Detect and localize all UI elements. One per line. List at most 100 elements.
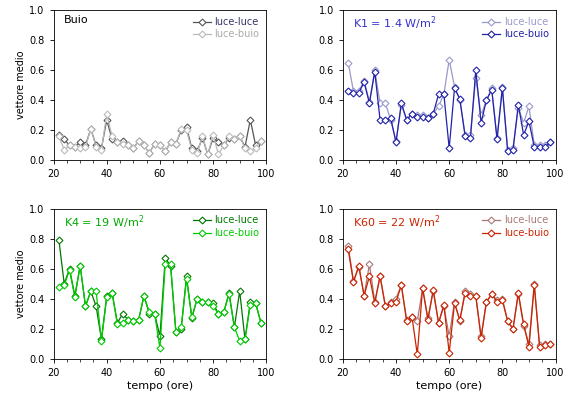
luce-luce bbox=[221, 310, 227, 315]
luce-buio bbox=[520, 322, 527, 327]
luce-buio bbox=[236, 338, 243, 343]
luce-luce bbox=[430, 111, 437, 116]
luce-buio bbox=[146, 150, 153, 155]
luce-buio bbox=[258, 138, 265, 143]
luce-luce bbox=[151, 311, 158, 316]
luce-luce bbox=[103, 117, 110, 122]
luce-luce bbox=[252, 301, 259, 306]
luce-buio bbox=[120, 142, 126, 146]
luce-luce bbox=[387, 117, 394, 122]
luce-luce bbox=[140, 143, 147, 148]
luce-luce bbox=[194, 149, 201, 154]
luce-luce bbox=[236, 134, 243, 139]
luce-buio bbox=[135, 138, 142, 143]
luce-buio bbox=[140, 143, 147, 148]
luce-luce bbox=[456, 319, 463, 324]
luce-luce bbox=[382, 101, 389, 105]
luce-luce bbox=[488, 292, 495, 297]
luce-luce bbox=[419, 286, 426, 291]
luce-buio bbox=[414, 114, 421, 119]
luce-buio bbox=[183, 128, 190, 133]
Text: K4 = 19 W/m$^2$: K4 = 19 W/m$^2$ bbox=[64, 213, 144, 231]
luce-luce bbox=[350, 278, 357, 283]
luce-luce bbox=[499, 84, 506, 89]
luce-luce bbox=[526, 342, 532, 346]
luce-buio bbox=[247, 149, 254, 154]
luce-buio bbox=[173, 330, 179, 334]
luce-luce bbox=[456, 98, 463, 103]
luce-buio bbox=[72, 295, 78, 300]
luce-luce bbox=[526, 104, 532, 109]
Line: luce-luce: luce-luce bbox=[56, 238, 263, 342]
luce-luce bbox=[236, 289, 243, 294]
luce-buio bbox=[462, 134, 469, 139]
luce-buio bbox=[483, 299, 490, 304]
luce-luce bbox=[157, 143, 164, 148]
luce-luce bbox=[488, 86, 495, 91]
luce-buio bbox=[526, 119, 532, 124]
luce-buio bbox=[221, 310, 227, 315]
luce-buio bbox=[345, 89, 351, 94]
luce-buio bbox=[446, 350, 452, 355]
luce-luce bbox=[98, 337, 105, 342]
luce-buio bbox=[435, 92, 442, 97]
luce-buio bbox=[382, 117, 389, 122]
luce-buio bbox=[87, 126, 94, 131]
luce-luce bbox=[103, 294, 110, 298]
luce-buio bbox=[408, 314, 415, 319]
luce-buio bbox=[241, 337, 248, 342]
Text: Buio: Buio bbox=[64, 14, 89, 24]
luce-luce bbox=[125, 143, 131, 148]
luce-buio bbox=[361, 80, 368, 85]
luce-luce bbox=[114, 140, 121, 145]
luce-luce bbox=[483, 98, 490, 103]
luce-buio bbox=[231, 137, 238, 142]
luce-buio bbox=[140, 294, 147, 298]
luce-luce bbox=[361, 78, 368, 83]
luce-luce bbox=[478, 334, 484, 339]
Y-axis label: vettore medio: vettore medio bbox=[16, 51, 27, 119]
luce-luce bbox=[435, 320, 442, 325]
Line: luce-buio: luce-buio bbox=[56, 111, 263, 157]
luce-luce bbox=[241, 144, 248, 149]
luce-luce bbox=[173, 142, 179, 146]
X-axis label: tempo (ore): tempo (ore) bbox=[416, 381, 482, 391]
luce-luce bbox=[92, 304, 99, 309]
luce-buio bbox=[130, 146, 136, 151]
luce-luce bbox=[398, 283, 405, 288]
luce-luce bbox=[226, 290, 232, 295]
luce-buio bbox=[173, 142, 179, 146]
luce-luce bbox=[440, 92, 447, 97]
luce-buio bbox=[408, 111, 415, 116]
luce-buio bbox=[215, 311, 222, 316]
Text: K1 = 1.4 W/m$^2$: K1 = 1.4 W/m$^2$ bbox=[354, 14, 437, 32]
luce-buio bbox=[366, 101, 373, 105]
luce-buio bbox=[55, 284, 62, 289]
luce-luce bbox=[366, 262, 373, 267]
luce-buio bbox=[377, 274, 384, 279]
luce-buio bbox=[430, 287, 437, 292]
luce-buio bbox=[204, 299, 211, 304]
luce-buio bbox=[440, 302, 447, 307]
luce-buio bbox=[510, 326, 517, 331]
luce-buio bbox=[398, 101, 405, 105]
luce-buio bbox=[61, 283, 68, 288]
luce-luce bbox=[194, 296, 201, 301]
luce-buio bbox=[167, 262, 174, 267]
luce-luce bbox=[478, 113, 484, 118]
luce-luce bbox=[146, 311, 153, 316]
Line: luce-buio: luce-buio bbox=[346, 68, 553, 154]
luce-buio bbox=[167, 140, 174, 145]
luce-luce bbox=[531, 282, 537, 286]
luce-buio bbox=[435, 320, 442, 325]
luce-luce bbox=[178, 326, 184, 331]
luce-luce bbox=[467, 292, 474, 297]
luce-luce bbox=[462, 289, 469, 294]
luce-luce bbox=[403, 318, 410, 322]
luce-buio bbox=[419, 114, 426, 119]
luce-buio bbox=[103, 295, 110, 300]
luce-buio bbox=[221, 143, 227, 148]
luce-buio bbox=[146, 310, 153, 315]
luce-buio bbox=[92, 144, 99, 149]
luce-luce bbox=[109, 137, 116, 142]
